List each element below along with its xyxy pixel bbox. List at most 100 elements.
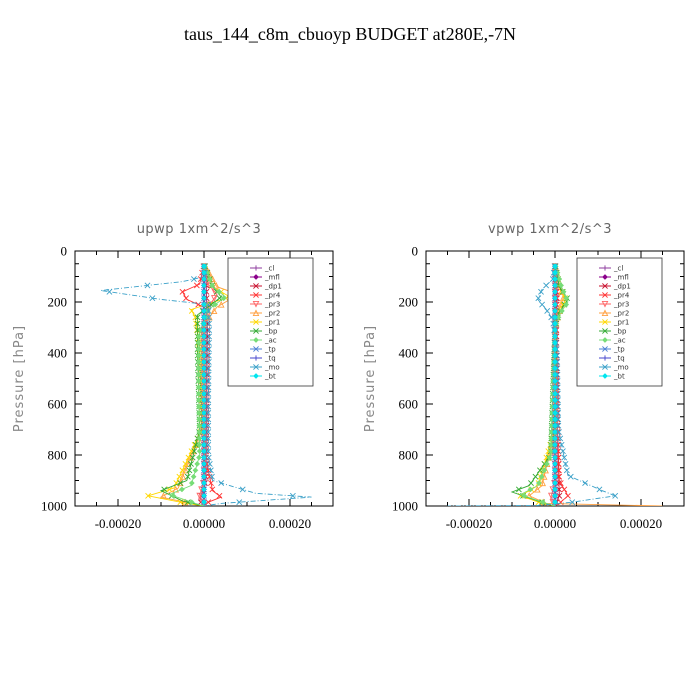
series-marker [201, 460, 207, 467]
series-marker [182, 466, 189, 474]
series-marker [192, 441, 199, 448]
legend-label: _bp [264, 328, 278, 336]
legend-label: _pr4 [613, 292, 630, 300]
series-marker [527, 486, 534, 493]
legend-marker [601, 309, 609, 317]
series-marker [205, 314, 212, 321]
series-marker [201, 263, 207, 270]
legend-label: _cl [613, 265, 623, 273]
legend-marker [602, 364, 608, 370]
series-marker [196, 429, 203, 436]
series-marker [548, 314, 555, 321]
series-marker [201, 378, 207, 385]
series-marker [201, 339, 207, 346]
y-tick-label: 1000 [41, 499, 67, 514]
series-marker [205, 384, 212, 391]
series-marker [558, 282, 565, 289]
series-marker [201, 307, 207, 314]
legend-label: _ac [264, 337, 277, 345]
series-marker [555, 416, 562, 423]
y-tick-label: 1000 [392, 499, 418, 514]
legend-entry: _bp [599, 328, 627, 336]
legend-marker [253, 319, 259, 325]
series-marker [533, 485, 541, 493]
series-marker [207, 467, 214, 474]
legend-label: _bp [613, 328, 627, 336]
series-marker [552, 282, 558, 289]
y-tick-label: 400 [48, 346, 68, 361]
series-marker [552, 365, 558, 372]
series-marker [205, 454, 212, 461]
legend-label: _pr3 [613, 301, 629, 309]
series-marker [201, 282, 207, 289]
series-marker [183, 295, 190, 302]
series-marker [552, 486, 558, 493]
series-marker [552, 295, 558, 302]
legend-marker [253, 364, 259, 370]
series-marker [205, 403, 212, 410]
panel-title: upwp 1xm^2/s^3 [137, 222, 262, 237]
series-marker [201, 480, 207, 487]
series-marker [201, 486, 207, 493]
series-marker [209, 486, 216, 493]
series-marker [205, 416, 212, 423]
upwp-panel: upwp 1xm^2/s^3 Pressure [hPa] 0 200 400 600 80… [12, 222, 334, 531]
series-marker [210, 307, 218, 314]
series-marker [205, 346, 212, 353]
legend-label: _tq [613, 355, 625, 363]
series-marker [201, 429, 207, 436]
series-marker [557, 480, 564, 486]
legend-label: _mfl [264, 274, 280, 282]
series-marker [552, 378, 558, 385]
legend-marker [253, 274, 259, 280]
series-marker [178, 486, 185, 493]
series-marker [552, 422, 558, 429]
y-tick-label: 200 [399, 295, 419, 310]
x-tick-label: 0.00000 [534, 516, 576, 531]
series-marker [188, 461, 194, 467]
series-marker [582, 480, 589, 486]
series-marker [289, 492, 296, 499]
series-marker [217, 300, 225, 308]
series-marker [552, 467, 558, 474]
legend-entry: _dp1 [599, 283, 631, 291]
vpwp-panel: vpwp 1xm^2/s^3 Pressure [hPa] 0 200 400 600 80… [363, 222, 685, 531]
series-marker [201, 416, 207, 423]
series-marker [552, 314, 558, 321]
series-marker [558, 441, 565, 448]
legend-label: _tq [264, 355, 276, 363]
y-axis-label: Pressure [hPa] [363, 325, 378, 432]
legend-entry: _pr1 [599, 319, 629, 327]
series-marker [205, 448, 212, 455]
series-marker [201, 454, 207, 461]
series-marker [106, 288, 113, 295]
legend-marker [253, 337, 259, 343]
plot-area [100, 262, 312, 506]
series-marker [543, 460, 550, 467]
series-marker [201, 499, 207, 506]
series-ac [519, 263, 570, 506]
series-marker [192, 467, 199, 474]
series-marker [170, 492, 177, 499]
legend-entry: _mfl [250, 274, 280, 282]
series-marker [209, 282, 216, 289]
series-marker [149, 295, 156, 302]
series-marker [201, 409, 207, 416]
series-line [159, 263, 222, 506]
series-marker [205, 397, 212, 404]
series-marker [552, 384, 558, 391]
legend-label: _bt [613, 373, 625, 381]
series-marker [532, 473, 539, 480]
legend-entry: _bp [250, 328, 278, 336]
x-tick-label: -0.00020 [446, 516, 493, 531]
series-ac [168, 263, 227, 506]
legend-marker [602, 346, 608, 352]
series-marker [201, 390, 207, 397]
series-marker [555, 410, 562, 416]
series-marker [218, 480, 225, 486]
series-marker [552, 492, 558, 499]
series-marker [196, 422, 203, 429]
legend-marker [253, 292, 259, 298]
series-marker [552, 371, 558, 378]
